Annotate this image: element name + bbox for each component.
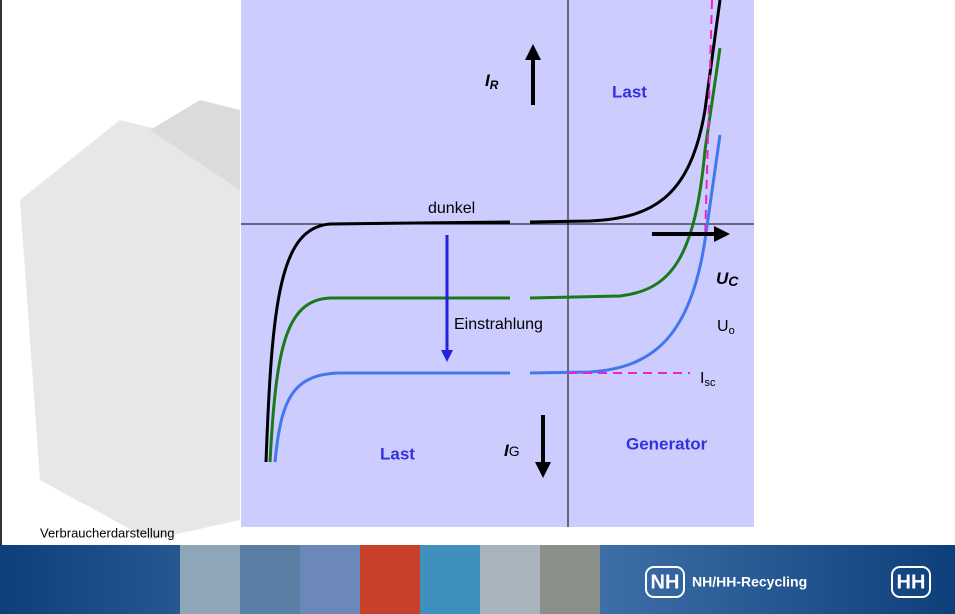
caption: Verbraucherdarstellung: [40, 525, 174, 540]
logo-nh: NH: [651, 571, 680, 593]
footer-images: [180, 545, 600, 614]
label-generator: Generator: [626, 434, 708, 453]
label-uc: UC: [716, 269, 739, 288]
label-last-bottom: Last: [380, 444, 415, 463]
label-last-top: Last: [612, 82, 647, 101]
label-irradiation: Einstrahlung: [454, 316, 543, 333]
brand: NH/HH-Recycling: [692, 574, 807, 590]
logo-hh: HH: [897, 571, 926, 593]
slide: IR Last dunkel UC Einstrahlung Uo Isc La…: [0, 0, 955, 614]
label-dark: dunkel: [428, 200, 475, 217]
label-ig: IG: [504, 441, 520, 460]
